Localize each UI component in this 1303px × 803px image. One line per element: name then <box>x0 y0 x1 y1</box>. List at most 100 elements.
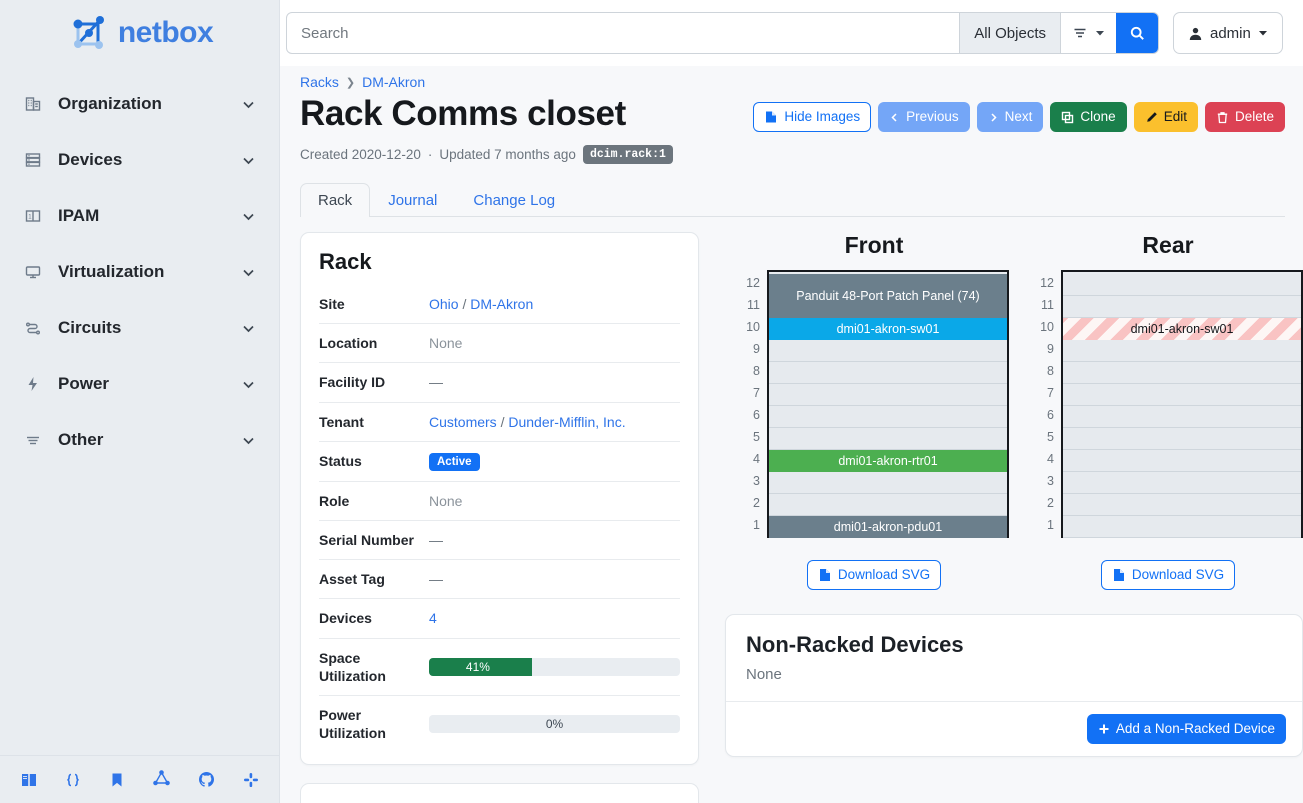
download-svg-front-button[interactable]: Download SVG <box>806 560 942 590</box>
chevron-down-icon[interactable] <box>240 152 257 169</box>
tenant-link[interactable]: Dunder-Mifflin, Inc. <box>508 413 626 430</box>
search-input[interactable] <box>287 13 960 53</box>
sidebar-item-ipam[interactable]: 1 IPAM <box>0 188 279 244</box>
rack-device[interactable]: dmi01-akron-pdu01 <box>769 516 1007 538</box>
api-braces-icon[interactable] <box>64 771 82 789</box>
table-row-site: Site Ohio / DM-Akron <box>319 285 680 324</box>
github-icon[interactable] <box>197 770 216 789</box>
breadcrumb-current-link[interactable]: DM-Akron <box>362 74 426 90</box>
rack-unit-slot[interactable] <box>1063 274 1301 296</box>
rack-unit-slot[interactable] <box>1063 450 1301 472</box>
sidebar-item-label: IPAM <box>58 206 100 225</box>
tenant-group-link[interactable]: Customers <box>429 413 497 430</box>
download-svg-rear-button[interactable]: Download SVG <box>1100 560 1236 590</box>
image-icon <box>764 110 778 124</box>
search-filter-button[interactable] <box>1060 13 1116 53</box>
sidebar-item-power[interactable]: Power <box>0 356 279 412</box>
delete-button[interactable]: Delete <box>1204 102 1285 132</box>
next-button[interactable]: Next <box>976 102 1044 132</box>
chevron-down-icon[interactable] <box>240 320 257 337</box>
tab-bar: Rack Journal Change Log <box>300 183 1285 217</box>
rack-unit-slot[interactable] <box>769 362 1007 384</box>
netbox-logo-icon <box>73 16 104 49</box>
sidebar-item-other[interactable]: Other <box>0 412 279 468</box>
clone-button[interactable]: Clone <box>1050 102 1127 132</box>
content-columns: Rack Site Ohio / DM-Akron <box>300 232 1303 803</box>
rack-device[interactable]: dmi01-akron-rtr01 <box>769 450 1007 472</box>
rack-device[interactable]: Panduit 48-Port Patch Panel (74) <box>769 274 1007 318</box>
chevron-down-icon[interactable] <box>240 96 257 113</box>
row-value: Active <box>429 441 680 481</box>
sidebar-item-circuits[interactable]: Circuits <box>0 300 279 356</box>
page-actions: Hide Images Previous Next <box>753 92 1285 132</box>
rack-unit-slot[interactable] <box>1063 406 1301 428</box>
site-group-link[interactable]: Ohio <box>429 296 459 313</box>
sidebar-item-virtualization[interactable]: Virtualization <box>0 244 279 300</box>
non-racked-empty-text: None <box>746 666 782 683</box>
docs-book-icon[interactable] <box>20 771 38 789</box>
rack-card-title: Rack <box>319 249 372 274</box>
rack-unit-slot[interactable] <box>769 472 1007 494</box>
chevron-down-icon[interactable] <box>240 264 257 281</box>
rack-unit-slot[interactable] <box>1063 472 1301 494</box>
rack-device[interactable]: dmi01-akron-sw01 <box>1063 318 1301 340</box>
row-value: — <box>429 374 443 391</box>
rack-unit-slot[interactable] <box>1063 362 1301 384</box>
rack-unit-slot[interactable] <box>1063 428 1301 450</box>
progress-fill <box>429 657 532 676</box>
previous-button[interactable]: Previous <box>878 102 970 132</box>
row-label: Tenant <box>319 413 364 430</box>
rack-unit-slot[interactable] <box>769 428 1007 450</box>
rack-unit-label: 3 <box>1047 474 1054 488</box>
non-racked-title: Non-Racked Devices <box>746 632 964 657</box>
rack-elevation-front: Front 12 11 10 9 8 7 6 5 4 3 2 1 Panduit 48-Port Pa… <box>739 232 1009 538</box>
add-non-racked-device-button[interactable]: Add a Non-Racked Device <box>1086 714 1286 744</box>
created-date: Created 2020-12-20 <box>300 147 421 162</box>
rack-unit-slot[interactable] <box>1063 494 1301 516</box>
rack-unit-label: 5 <box>753 430 760 444</box>
sidebar-item-organization[interactable]: Organization <box>0 76 279 132</box>
sidebar-item-label: Organization <box>58 94 162 113</box>
previous-label: Previous <box>906 109 959 125</box>
rack-unit-slot[interactable] <box>769 384 1007 406</box>
bookmark-icon[interactable] <box>108 771 126 789</box>
breadcrumb-racks-link[interactable]: Racks <box>300 74 339 90</box>
rack-device[interactable]: dmi01-akron-sw01 <box>769 318 1007 340</box>
graphql-icon[interactable] <box>152 770 171 789</box>
tab-change-log[interactable]: Change Log <box>473 192 556 209</box>
rack-unit-slot[interactable] <box>769 494 1007 516</box>
rack-unit-label: 7 <box>753 386 760 400</box>
edit-button[interactable]: Edit <box>1133 102 1198 132</box>
sidebar-nav: Organization Devices <box>0 66 279 755</box>
slack-icon[interactable] <box>242 771 260 789</box>
search-scope-selector[interactable]: All Objects <box>959 13 1060 53</box>
rack-unit-slot[interactable] <box>1063 384 1301 406</box>
chevron-down-icon[interactable] <box>240 208 257 225</box>
row-label: Asset Tag <box>319 571 385 588</box>
tab-rack[interactable]: Rack <box>300 183 371 217</box>
rack-unit-slot[interactable] <box>769 340 1007 362</box>
sidebar: netbox Organization <box>0 0 280 803</box>
site-link[interactable]: DM-Akron <box>470 296 534 313</box>
page-header: Rack Comms closet Created 2020-12-20 · U… <box>300 92 1285 164</box>
tab-journal[interactable]: Journal <box>388 192 438 209</box>
rack-unit-slot[interactable] <box>769 406 1007 428</box>
front-title: Front <box>844 232 904 258</box>
rack-unit-slot[interactable] <box>1063 296 1301 318</box>
sidebar-item-devices[interactable]: Devices <box>0 132 279 188</box>
download-label: Download SVG <box>1131 567 1225 583</box>
topbar: All Objects <box>280 0 1303 66</box>
brand-logo[interactable]: netbox <box>0 0 279 66</box>
user-name: admin <box>1210 24 1251 42</box>
rack-unit-slot[interactable] <box>1063 340 1301 362</box>
device-count-link[interactable]: 4 <box>429 610 437 627</box>
chevron-down-icon[interactable] <box>240 376 257 393</box>
chevron-down-icon[interactable] <box>240 432 257 449</box>
search-submit-button[interactable] <box>1116 13 1158 53</box>
user-menu-button[interactable]: admin <box>1173 12 1283 54</box>
rack-unit-slot[interactable] <box>1063 516 1301 538</box>
left-column: Rack Site Ohio / DM-Akron <box>300 232 699 803</box>
rack-unit-label: 10 <box>1040 320 1054 334</box>
row-label: Location <box>319 335 378 352</box>
hide-images-button[interactable]: Hide Images <box>753 102 872 132</box>
